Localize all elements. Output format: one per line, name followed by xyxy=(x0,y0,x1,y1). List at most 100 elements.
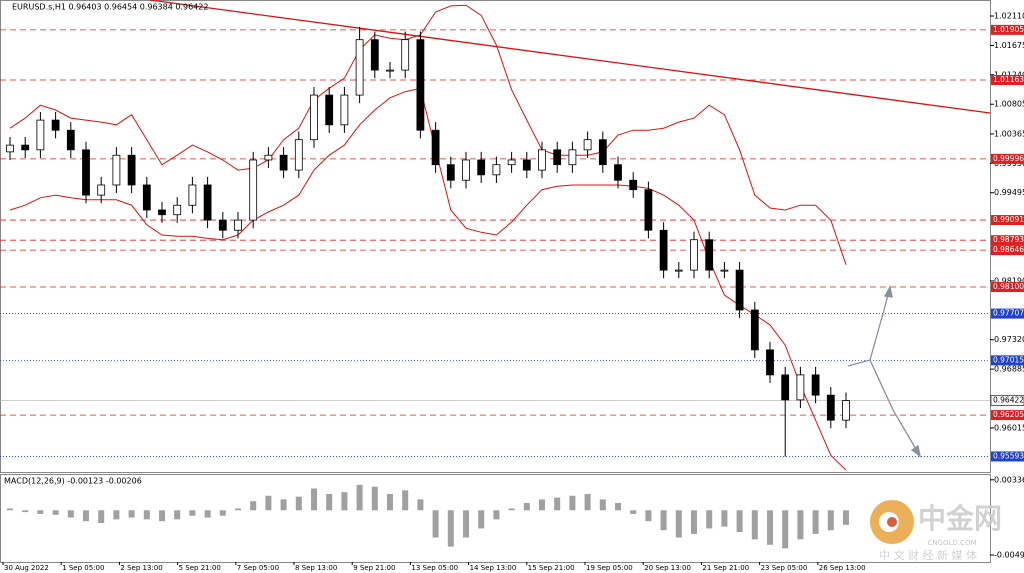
x-tick-label: 1 Sep 05:00 xyxy=(62,564,104,572)
macd-bar xyxy=(493,510,500,520)
candle-body xyxy=(644,189,653,231)
x-tick-label: 9 Sep 21:00 xyxy=(353,564,395,572)
level-label: 0.95593 xyxy=(993,451,1024,460)
macd-bar xyxy=(7,508,13,511)
macd-bar xyxy=(782,510,789,549)
watermark: 中金网 CNGOLD.COM 中 文 财 经 新 媒 体 xyxy=(870,500,1002,562)
level-label: 0.99091 xyxy=(993,215,1024,224)
macd-bar xyxy=(219,510,226,516)
x-tick-label: 30 Aug 2022 xyxy=(4,564,49,572)
macd-tick-label: -0.00493 xyxy=(994,551,1024,560)
candle-body xyxy=(6,144,14,153)
level-label-box xyxy=(991,235,1024,246)
x-tick-label: 8 Sep 13:00 xyxy=(295,564,337,572)
macd-bar xyxy=(463,510,469,538)
candle-body xyxy=(674,269,683,272)
level-label: 0.98100 xyxy=(993,282,1024,291)
macd-bar xyxy=(143,510,150,520)
chart-title: EURUSD.s,H1 0.96403 0.96454 0.96384 0.96… xyxy=(12,3,208,12)
level-label: 0.98793 xyxy=(993,235,1024,244)
candle-body xyxy=(705,239,714,271)
macd-bar xyxy=(539,499,545,511)
level-label: 0.96205 xyxy=(993,410,1024,419)
candle-body xyxy=(279,154,288,171)
x-tick-label: 7 Sep 05:00 xyxy=(237,564,279,572)
candle-body xyxy=(720,269,729,272)
level-label: 0.97015 xyxy=(993,355,1024,364)
y-tick-label: 0.97320 xyxy=(994,335,1024,344)
candle-body xyxy=(249,159,258,221)
candle-body xyxy=(766,349,774,376)
macd-bar xyxy=(295,496,302,511)
candle-body xyxy=(158,209,166,216)
x-tick-label: 13 Sep 05:00 xyxy=(411,564,458,572)
candle-body xyxy=(325,94,334,126)
macd-bar xyxy=(311,488,317,511)
level-label-box xyxy=(991,245,1024,256)
macd-bar xyxy=(280,499,287,511)
macd-bar xyxy=(599,499,606,511)
x-tick-label: 23 Sep 05:00 xyxy=(761,564,808,572)
macd-bar xyxy=(706,510,713,529)
trend-line xyxy=(149,0,991,114)
macd-bar xyxy=(83,510,89,522)
candle-body xyxy=(826,394,835,421)
candle-body xyxy=(811,374,820,396)
arrow-down xyxy=(869,359,921,457)
forecast-arrows xyxy=(847,285,921,458)
candle-body xyxy=(568,149,577,166)
candle-body xyxy=(492,164,501,176)
macd-bar xyxy=(189,510,196,516)
y-tick-label: 1.00805 xyxy=(994,100,1024,109)
candle-body xyxy=(264,154,273,161)
macd-bar xyxy=(523,503,530,511)
x-tick-label: 14 Sep 13:00 xyxy=(470,564,517,572)
macd-bar xyxy=(67,510,74,518)
candle-body xyxy=(522,159,531,171)
candle-body xyxy=(477,159,486,176)
macd-bar xyxy=(478,510,485,529)
macd-tick-label: 0.00336 xyxy=(994,475,1024,484)
level-label: 0.98646 xyxy=(993,245,1024,254)
macd-bar xyxy=(584,493,591,511)
candle-body xyxy=(598,139,607,166)
y-tick-label: 0.96015 xyxy=(994,423,1024,432)
candle-body xyxy=(416,39,425,131)
candle-body xyxy=(446,164,455,181)
candle-body xyxy=(659,229,668,271)
macd-bar xyxy=(250,501,257,511)
candle-body xyxy=(203,184,212,221)
macd-bar xyxy=(675,510,682,538)
candle-body xyxy=(218,219,227,231)
candle-body xyxy=(629,179,638,191)
macd-bar xyxy=(37,510,44,514)
x-tick-label: 19 Sep 05:00 xyxy=(586,564,633,572)
candle-body xyxy=(310,94,318,141)
macd-bar xyxy=(630,510,637,514)
x-tick-label: 26 Sep 13:00 xyxy=(819,564,866,572)
macd-bar xyxy=(432,510,439,538)
macd-bar xyxy=(265,495,272,511)
candle-body xyxy=(355,39,364,96)
macd-label: MACD(12,26,9) -0.00123 -0.00206 xyxy=(4,477,142,486)
y-tick-label: 0.99495 xyxy=(994,188,1024,197)
candle-body xyxy=(234,219,242,231)
candle-body xyxy=(553,149,562,166)
macd-bar xyxy=(691,510,697,534)
macd-panel xyxy=(0,474,991,563)
x-tick-label: 21 Sep 21:00 xyxy=(702,564,749,572)
candle-body xyxy=(507,159,516,166)
candle-body xyxy=(66,129,75,151)
macd-bar xyxy=(371,486,378,511)
macd-bar xyxy=(797,510,804,540)
macd-bar xyxy=(447,510,454,547)
macd-bar xyxy=(113,510,120,520)
macd-bar xyxy=(235,508,241,511)
candle-body xyxy=(462,159,470,181)
y-tick-label: 0.98190 xyxy=(994,276,1024,285)
level-label-box xyxy=(991,24,1024,35)
macd-bar xyxy=(660,510,667,531)
candle-body xyxy=(750,309,759,351)
